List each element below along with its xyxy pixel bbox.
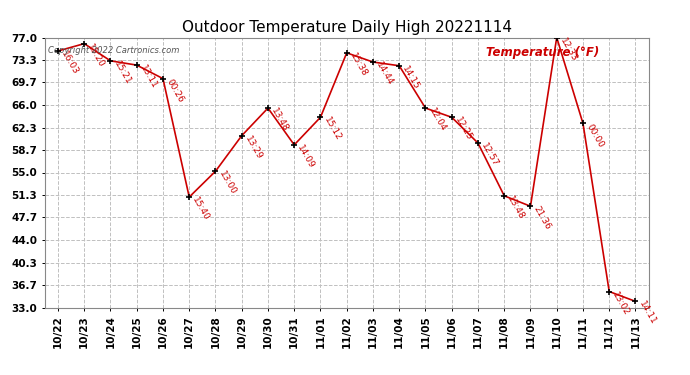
Text: Copyright 2022 Cartronics.com: Copyright 2022 Cartronics.com: [48, 46, 179, 55]
Text: 15:21: 15:21: [112, 59, 132, 86]
Text: 12:25: 12:25: [453, 116, 474, 142]
Text: 12:57: 12:57: [480, 142, 500, 168]
Text: 13:29: 13:29: [243, 134, 264, 161]
Text: Temperature (°F): Temperature (°F): [486, 46, 599, 58]
Text: 14:15: 14:15: [401, 64, 422, 91]
Title: Outdoor Temperature Daily High 20221114: Outdoor Temperature Daily High 20221114: [181, 20, 512, 35]
Text: 13:02: 13:02: [611, 290, 631, 317]
Text: 14:09: 14:09: [295, 144, 316, 170]
Text: 21:36: 21:36: [532, 205, 553, 232]
Text: 12:04: 12:04: [427, 106, 448, 134]
Text: 16:03: 16:03: [59, 50, 80, 76]
Text: 15:20: 15:20: [86, 42, 106, 69]
Text: 13:48: 13:48: [269, 106, 290, 134]
Text: 00:26: 00:26: [164, 77, 185, 104]
Text: 14:44: 14:44: [375, 61, 395, 87]
Text: 13:11: 13:11: [138, 64, 159, 91]
Text: 00:00: 00:00: [584, 122, 605, 149]
Text: 14:11: 14:11: [637, 300, 658, 327]
Text: 15:12: 15:12: [322, 116, 342, 142]
Text: 13:48: 13:48: [506, 194, 526, 221]
Text: 15:40: 15:40: [190, 196, 211, 222]
Text: 12:33: 12:33: [558, 36, 579, 63]
Text: 15:38: 15:38: [348, 51, 369, 78]
Text: 13:00: 13:00: [217, 170, 237, 197]
